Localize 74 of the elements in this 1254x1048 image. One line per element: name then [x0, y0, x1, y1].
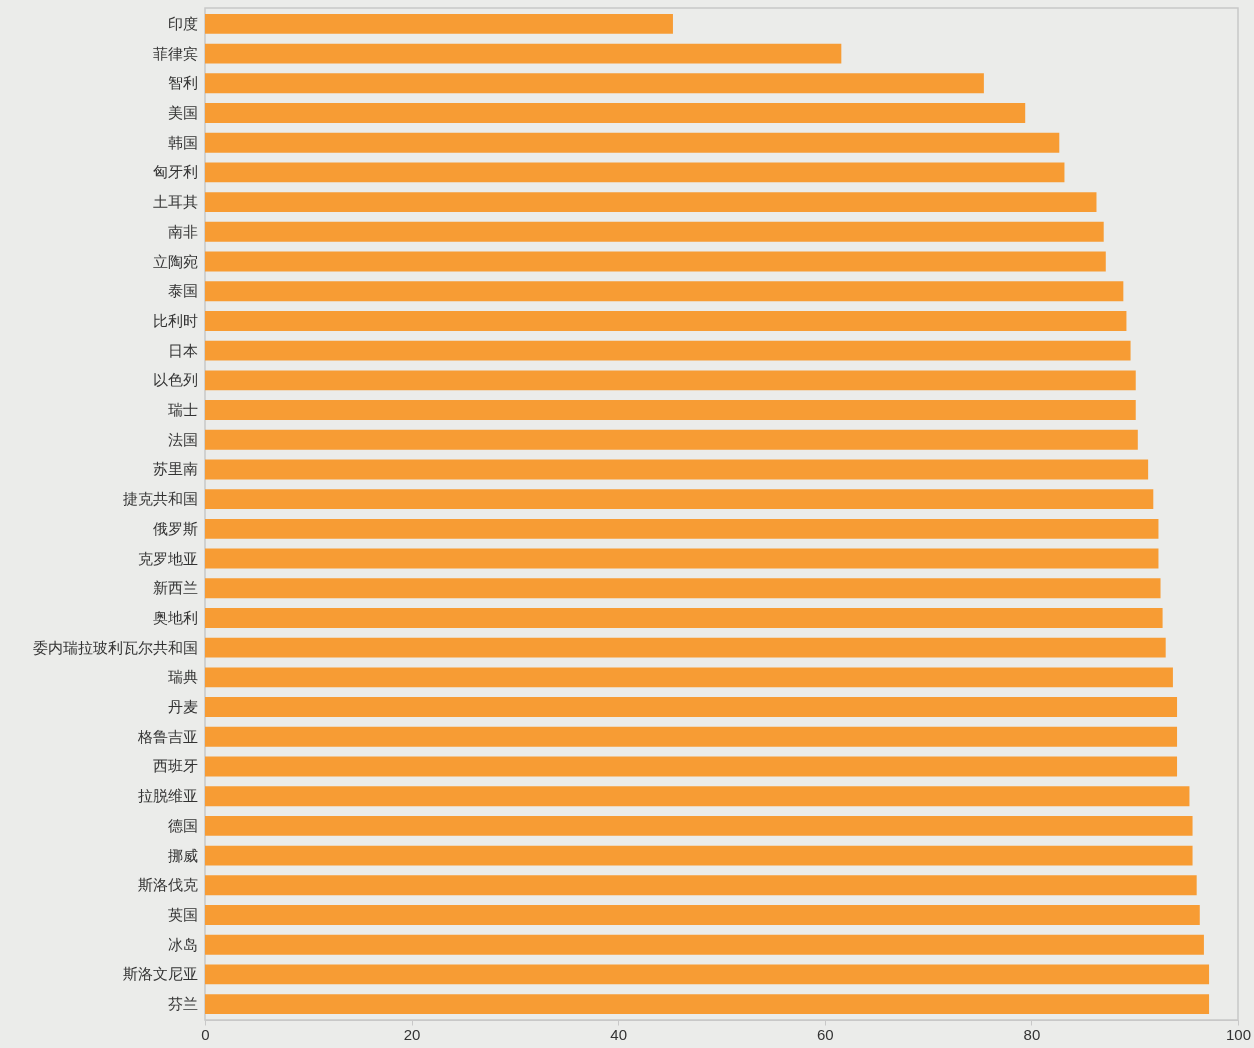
x-tick-label: 80 — [1023, 1025, 1041, 1043]
x-tick-label: 0 — [201, 1025, 210, 1043]
bar — [205, 429, 1138, 450]
bar — [205, 875, 1197, 896]
y-tick-label: 日本 — [167, 341, 198, 359]
y-tick-label: 泰国 — [167, 282, 198, 300]
bar — [205, 637, 1166, 658]
y-tick-label: 斯洛伐克 — [137, 876, 198, 894]
y-tick-label: 比利时 — [152, 311, 198, 329]
y-tick-label: 格鲁吉亚 — [136, 727, 198, 745]
y-tick-label: 菲律宾 — [152, 44, 198, 62]
bar — [205, 815, 1193, 836]
y-tick-label: 法国 — [167, 430, 198, 448]
bar — [205, 459, 1149, 480]
y-tick-label: 冰岛 — [167, 935, 198, 953]
y-tick-label: 西班牙 — [152, 757, 198, 775]
x-tick-label: 40 — [610, 1025, 628, 1043]
bar — [205, 400, 1136, 420]
bar — [205, 43, 842, 64]
y-tick-label: 智利 — [167, 74, 198, 92]
y-tick-label: 韩国 — [167, 133, 198, 151]
bar — [205, 994, 1210, 1015]
bar — [205, 132, 1060, 153]
y-tick-label: 拉脱维亚 — [137, 787, 198, 805]
bar — [205, 221, 1104, 242]
bar — [205, 786, 1190, 807]
y-tick-label: 匈牙利 — [152, 163, 198, 181]
bar — [205, 281, 1124, 302]
bar — [205, 251, 1106, 272]
y-tick-label: 印度 — [167, 14, 198, 32]
y-tick-label: 英国 — [167, 906, 198, 923]
bar — [205, 192, 1097, 213]
bar — [205, 964, 1210, 985]
x-tick-label: 100 — [1225, 1025, 1252, 1043]
y-tick-label: 新西兰 — [152, 579, 198, 597]
bar — [205, 845, 1193, 866]
bar — [205, 13, 673, 34]
y-tick-label: 立陶宛 — [152, 252, 198, 270]
y-tick-label: 斯洛文尼亚 — [122, 965, 198, 983]
bar — [205, 756, 1178, 777]
bar — [205, 489, 1154, 510]
bar — [205, 370, 1136, 391]
y-tick-label: 芬兰 — [167, 995, 198, 1013]
y-tick-label: 土耳其 — [152, 193, 198, 211]
y-tick-label: 苏里南 — [152, 460, 198, 478]
y-tick-label: 俄罗斯 — [152, 519, 198, 537]
y-tick-label: 委内瑞拉玻利瓦尔共和国 — [32, 638, 198, 656]
y-tick-label: 美国 — [167, 104, 198, 121]
x-tick-label: 60 — [816, 1025, 834, 1043]
y-tick-label: 奥地利 — [152, 608, 198, 626]
bar — [205, 340, 1131, 361]
y-tick-label: 以色列 — [152, 371, 198, 389]
bar — [205, 103, 1026, 123]
bar — [205, 310, 1127, 331]
bar — [205, 697, 1178, 718]
y-tick-label: 挪威 — [167, 846, 198, 864]
bar — [205, 726, 1178, 747]
y-tick-label: 捷克共和国 — [122, 490, 198, 508]
y-tick-label: 瑞典 — [167, 668, 198, 686]
y-tick-label: 丹麦 — [167, 698, 198, 716]
bar — [205, 934, 1204, 955]
bar — [205, 905, 1200, 925]
bar — [205, 73, 984, 94]
x-tick-label: 20 — [403, 1025, 421, 1043]
bar — [205, 608, 1163, 628]
y-tick-label: 南非 — [167, 222, 198, 240]
bar — [205, 578, 1161, 599]
y-tick-label: 德国 — [167, 816, 198, 834]
y-tick-label: 瑞士 — [167, 401, 198, 419]
bar — [205, 667, 1173, 688]
bar — [205, 548, 1159, 569]
bar — [205, 162, 1065, 183]
y-tick-label: 克罗地亚 — [137, 549, 198, 567]
bar — [205, 518, 1159, 539]
